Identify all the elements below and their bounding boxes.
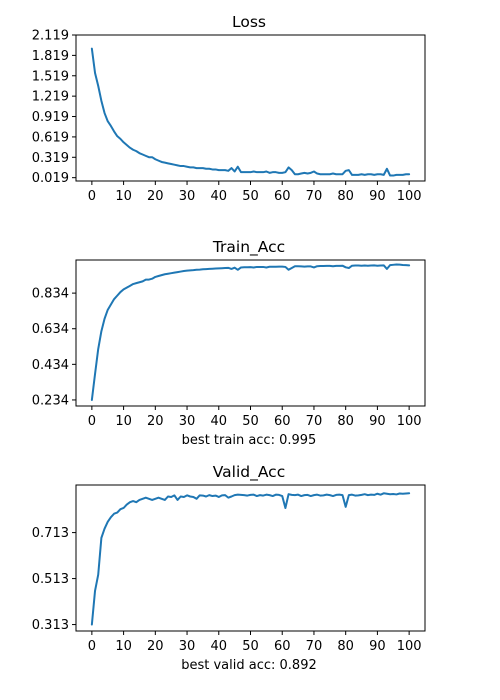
train-acc-x-tick-label: 90 [369, 414, 386, 429]
loss-y-tick-label: 1.519 [32, 69, 69, 84]
valid-acc-x-tick-label: 100 [397, 639, 422, 654]
train-acc-x-tick-label: 30 [179, 414, 196, 429]
loss-x-tick-label: 0 [88, 189, 96, 204]
loss-x-tick-label: 40 [210, 189, 227, 204]
valid-acc-axes-frame [75, 484, 426, 632]
valid-acc-x-tick-label: 90 [369, 639, 386, 654]
train-acc-chart-title: Train_Acc [212, 238, 285, 257]
train-acc-x-tick-label: 0 [88, 414, 96, 429]
train-acc-x-tick-label: 100 [397, 414, 422, 429]
loss-x-tick-label: 80 [337, 189, 354, 204]
train-acc-y-tick-label: 0.634 [32, 322, 69, 337]
valid-acc-y-tick-label: 0.713 [32, 526, 69, 541]
loss-axes-frame [75, 34, 426, 182]
train-acc-x-tick-label: 20 [147, 414, 164, 429]
loss-y-tick-label: 1.219 [32, 90, 69, 105]
loss-y-tick-label: 0.019 [32, 171, 69, 186]
loss-x-tick-label: 20 [147, 189, 164, 204]
train-acc-plot-area: 0 10 20 30 40 50 60 70 80 90 100 0.234 0.434 0.634 0.8… [32, 259, 426, 429]
train-acc-x-tick-label: 10 [115, 414, 132, 429]
train-acc-xlabel: best train acc: 0.995 [182, 433, 317, 448]
chart-valid-acc: Valid_Acc 0 10 20 30 40 50 60 70 80 90 100 0.313 0.5… [32, 463, 426, 673]
loss-x-tick-label: 10 [115, 189, 132, 204]
train-acc-axes-frame [75, 259, 426, 407]
loss-y-tick-label: 0.919 [32, 110, 69, 125]
valid-acc-series-line [90, 492, 411, 626]
loss-x-tick-label: 100 [397, 189, 422, 204]
valid-acc-x-tick-label: 80 [337, 639, 354, 654]
train-acc-y-tick-label: 0.234 [32, 393, 69, 408]
valid-acc-x-tick-label: 10 [115, 639, 132, 654]
valid-acc-y-tick-label: 0.313 [32, 618, 69, 633]
valid-acc-x-tick-label: 50 [242, 639, 259, 654]
loss-x-tick-label: 90 [369, 189, 386, 204]
train-acc-y-tick-label: 0.834 [32, 287, 69, 302]
train-acc-series-line [90, 263, 411, 401]
valid-acc-plot-area: 0 10 20 30 40 50 60 70 80 90 100 0.313 0.513 0.713 [32, 484, 426, 654]
loss-y-tick-label: 0.619 [32, 130, 69, 145]
valid-acc-xlabel: best valid acc: 0.892 [181, 658, 317, 673]
train-acc-x-tick-label: 60 [274, 414, 291, 429]
loss-y-tick-label: 1.819 [32, 49, 69, 64]
loss-series-line [90, 47, 411, 177]
valid-acc-x-tick-label: 70 [306, 639, 323, 654]
valid-acc-chart-title: Valid_Acc [213, 463, 285, 482]
train-acc-y-tick-label: 0.434 [32, 358, 69, 373]
valid-acc-x-tick-label: 60 [274, 639, 291, 654]
loss-x-tick-label: 30 [179, 189, 196, 204]
valid-acc-x-tick-label: 20 [147, 639, 164, 654]
chart-train-acc: Train_Acc 0 10 20 30 40 50 60 70 80 90 100 0.234 0.4… [32, 238, 426, 448]
valid-acc-y-tick-label: 0.513 [32, 572, 69, 587]
loss-x-tick-label: 60 [274, 189, 291, 204]
loss-chart-title: Loss [232, 13, 266, 31]
loss-y-tick-label: 2.119 [32, 29, 69, 44]
train-acc-x-tick-label: 70 [306, 414, 323, 429]
loss-plot-area: 0 10 20 30 40 50 60 70 80 90 100 0.019 0.319 0.619 0.9… [32, 29, 426, 204]
valid-acc-x-tick-label: 0 [88, 639, 96, 654]
valid-acc-x-tick-label: 30 [179, 639, 196, 654]
train-acc-x-tick-label: 50 [242, 414, 259, 429]
chart-loss: Loss 0 10 20 30 40 50 60 70 80 90 100 0.019 0.319 0.6… [32, 13, 426, 204]
loss-x-tick-label: 50 [242, 189, 259, 204]
valid-acc-x-tick-label: 40 [210, 639, 227, 654]
loss-y-tick-label: 0.319 [32, 151, 69, 166]
train-acc-x-tick-label: 40 [210, 414, 227, 429]
train-acc-x-tick-label: 80 [337, 414, 354, 429]
loss-x-tick-label: 70 [306, 189, 323, 204]
